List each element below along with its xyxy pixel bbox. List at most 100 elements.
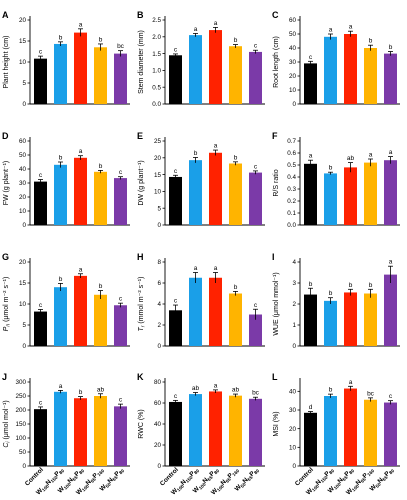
y-axis-title: Tr (mmol m⁻² s⁻¹): [138, 277, 147, 332]
y-tick-label: 0: [22, 463, 26, 470]
bar: [384, 160, 397, 225]
bar: [344, 292, 357, 346]
panel-letter: F: [272, 131, 278, 141]
bar: [74, 398, 87, 466]
panel-letter: J: [2, 372, 7, 382]
bar: [114, 53, 127, 104]
y-tick-label: 0.6: [287, 150, 296, 157]
y-tick-label: 0: [157, 222, 161, 229]
panel-letter: D: [2, 131, 9, 141]
bar: [34, 58, 47, 104]
significance-label: c: [174, 393, 178, 400]
significance-label: b: [369, 282, 373, 289]
significance-label: c: [174, 46, 178, 53]
y-tick-label: 2.0: [152, 34, 161, 41]
y-tick-label: 15: [19, 280, 27, 287]
significance-label: b: [329, 290, 333, 297]
bar: [304, 163, 317, 225]
y-tick-label: 0: [22, 343, 26, 350]
y-tick-label: 30: [289, 407, 297, 414]
y-axis-title: FW (g plant⁻¹): [3, 161, 10, 206]
y-axis-title: Plant height (cm): [3, 36, 10, 89]
panel-c: C 0 10 20 30 40 50 60 Root length (cm) c a a b b: [272, 10, 400, 108]
significance-label: c: [119, 296, 123, 303]
panel-letter: I: [272, 252, 275, 262]
y-tick-label: 4: [292, 259, 296, 266]
significance-label: a: [329, 27, 333, 34]
y-tick-label: 0: [157, 343, 161, 350]
bar: [229, 163, 242, 225]
y-tick-label: 20: [154, 442, 162, 449]
y-tick-label: 10: [19, 208, 27, 215]
y-tick-label: 1: [292, 322, 296, 329]
y-tick-label: 3: [292, 280, 296, 287]
x-category-labels: ControlW100N150P80W100N65P80W100N65P160W…: [294, 466, 396, 497]
significance-label: c: [254, 302, 258, 309]
significance-label: c: [39, 399, 43, 406]
significance-label: c: [39, 172, 43, 179]
bar: [74, 32, 87, 104]
significance-label: d: [309, 404, 313, 411]
y-tick-label: 50: [19, 152, 27, 159]
significance-label: a: [214, 20, 218, 27]
bar: [94, 47, 107, 104]
bar: [364, 48, 377, 104]
panel-a: A 0 5 10 15 20 Plant height (cm) c b a b bc: [2, 10, 130, 108]
x-category-label: W100N150P80: [170, 466, 201, 497]
y-axis-title: R/S ratio: [273, 169, 280, 196]
bar: [384, 402, 397, 466]
x-category-label: Control: [294, 466, 315, 487]
x-category-label: W100N65P160: [75, 466, 106, 497]
y-tick-label: 0.3: [287, 186, 296, 193]
bar: [304, 294, 317, 346]
significance-label: ab: [232, 387, 240, 394]
significance-label: c: [254, 163, 258, 170]
y-tick-label: 40: [289, 45, 297, 52]
y-tick-label: 0: [22, 101, 26, 108]
significance-label: a: [79, 21, 83, 28]
x-category-label: W100N65P160: [345, 466, 376, 497]
bar: [229, 395, 242, 466]
significance-label: c: [39, 302, 43, 309]
y-tick-label: 2: [157, 322, 161, 329]
y-tick-label: 150: [15, 421, 26, 428]
significance-label: b: [369, 38, 373, 45]
y-tick-label: 0.7: [287, 138, 296, 145]
significance-label: b: [59, 155, 63, 162]
panel-letter: B: [137, 10, 144, 20]
significance-label: b: [309, 281, 313, 288]
bar: [324, 173, 337, 225]
y-tick-label: 5: [157, 205, 161, 212]
bar: [189, 277, 202, 346]
y-tick-label: 5: [22, 322, 26, 329]
significance-label: a: [59, 383, 63, 390]
x-category-labels: ControlW100N150P80W100N65P80W100N65P160W…: [159, 466, 261, 497]
y-tick-label: 0.4: [287, 174, 296, 181]
y-tick-label: 200: [15, 407, 26, 414]
significance-label: a: [349, 379, 353, 386]
bar: [94, 294, 107, 346]
y-axis-title: Root length (cm): [273, 36, 280, 88]
y-tick-label: 0: [157, 463, 161, 470]
y-tick-label: 1.0: [152, 68, 161, 75]
bar: [344, 34, 357, 104]
bar: [364, 162, 377, 225]
y-tick-label: 250: [15, 393, 26, 400]
significance-label: a: [389, 259, 393, 266]
y-tick-label: 10: [289, 87, 297, 94]
x-category-label: W100N65P160: [210, 466, 241, 497]
y-tick-label: 4: [157, 301, 161, 308]
bar: [114, 305, 127, 346]
y-axis-title: Pn (μmol m⁻² s⁻¹): [3, 277, 12, 332]
y-tick-label: 50: [19, 449, 27, 456]
bar: [169, 310, 182, 346]
significance-label: b: [99, 283, 103, 290]
y-tick-label: 20: [289, 73, 297, 80]
y-tick-label: 0.5: [152, 84, 161, 91]
significance-label: b: [234, 37, 238, 44]
bar: [249, 172, 262, 225]
panel-letter: A: [2, 10, 9, 20]
y-tick-label: 10: [19, 59, 27, 66]
y-tick-label: 6: [157, 280, 161, 287]
